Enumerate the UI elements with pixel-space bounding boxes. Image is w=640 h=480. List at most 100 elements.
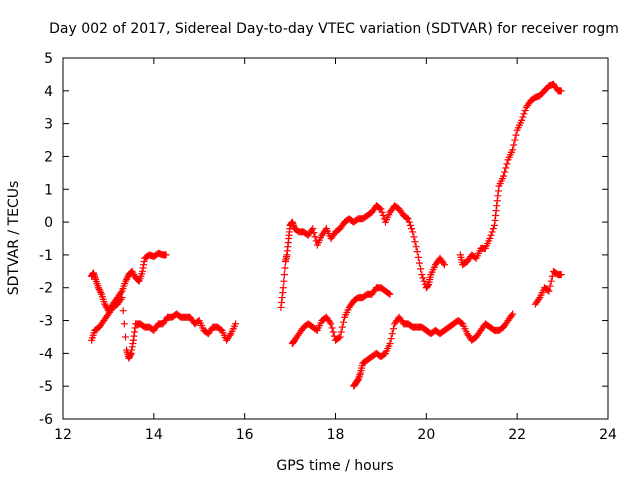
data-point: [378, 208, 386, 216]
series-track-e: [350, 310, 517, 390]
x-tick-label: 20: [417, 427, 435, 443]
data-point: [336, 333, 344, 341]
data-point: [403, 214, 411, 222]
y-tick-label: -6: [39, 412, 53, 428]
data-point: [311, 233, 319, 241]
x-tick-label: 24: [599, 427, 617, 443]
x-tick-label: 12: [54, 427, 72, 443]
data-point: [328, 324, 336, 332]
y-tick-label: 0: [44, 215, 53, 231]
chart-title: Day 002 of 2017, Sidereal Day-to-day VTE…: [49, 21, 619, 37]
data-point: [488, 228, 496, 236]
data-point: [385, 289, 393, 297]
data-point: [376, 204, 384, 212]
series-track-d: [288, 284, 394, 348]
data-point: [94, 284, 102, 292]
data-point: [386, 290, 394, 298]
data-point: [389, 325, 397, 333]
data-point: [557, 87, 565, 95]
data-point: [500, 172, 508, 180]
data-point: [162, 251, 170, 259]
data-point: [134, 276, 142, 284]
data-point: [379, 212, 387, 220]
data-point: [416, 259, 424, 267]
data-point: [387, 335, 395, 343]
data-point: [388, 330, 396, 338]
data-point: [557, 271, 565, 279]
y-tick-label: -2: [39, 281, 53, 297]
data-point: [521, 107, 529, 115]
y-tick-label: 4: [44, 84, 53, 100]
data-series: [88, 80, 565, 390]
data-point: [511, 136, 519, 144]
data-point: [386, 340, 394, 348]
series-track-c: [277, 202, 448, 311]
data-point: [507, 312, 515, 320]
data-point: [121, 333, 129, 341]
data-point: [518, 116, 526, 124]
data-point: [281, 264, 289, 272]
data-point: [120, 320, 128, 328]
y-axis-label: SDTVAR / TECUs: [6, 181, 22, 296]
data-point: [119, 307, 127, 315]
data-point: [535, 295, 543, 303]
data-point: [118, 294, 126, 302]
data-point: [279, 284, 287, 292]
data-point: [411, 238, 419, 246]
data-point: [419, 274, 427, 282]
data-point: [546, 282, 554, 290]
series-track-g: [531, 267, 565, 308]
y-tick-label: -1: [39, 248, 53, 264]
data-point: [406, 221, 414, 229]
x-tick-labels: 12 14 16 18 20 22 24: [54, 427, 617, 443]
data-point: [548, 272, 556, 280]
x-tick-label: 22: [508, 427, 526, 443]
y-tick-label: 1: [44, 182, 53, 198]
data-point: [123, 274, 131, 282]
plot-frame: [62, 57, 609, 420]
series-track-a: [88, 249, 170, 315]
data-point: [512, 131, 520, 139]
y-tick-labels: 5 4 3 2 1 0 -1 -2 -3 -4 -5 -6: [39, 51, 53, 428]
data-point: [501, 168, 509, 176]
data-point: [439, 259, 447, 267]
data-point: [335, 334, 343, 342]
series-track-f: [456, 80, 565, 269]
x-tick-label: 16: [236, 427, 254, 443]
plot-area: [62, 57, 609, 420]
data-point: [327, 320, 335, 328]
y-tick-label: -5: [39, 379, 53, 395]
data-point: [545, 287, 553, 295]
data-point: [329, 328, 337, 336]
x-tick-label: 18: [327, 427, 345, 443]
data-point: [486, 235, 494, 242]
data-point: [420, 277, 428, 285]
data-point: [97, 289, 105, 297]
data-point: [509, 146, 517, 154]
data-point: [489, 225, 497, 233]
data-point: [509, 310, 517, 318]
data-point: [417, 265, 425, 273]
data-point: [122, 276, 130, 284]
data-point: [544, 286, 552, 294]
data-point: [95, 285, 103, 293]
series-track-b: [88, 294, 240, 362]
data-point: [520, 110, 528, 118]
data-point: [408, 225, 416, 233]
data-point: [405, 218, 413, 226]
data-point: [547, 277, 555, 285]
data-point: [117, 295, 125, 303]
data-point: [338, 323, 346, 331]
data-point: [487, 231, 495, 239]
data-point: [410, 233, 418, 241]
axis-ticks: [62, 57, 609, 420]
data-point: [280, 271, 288, 279]
x-tick-label: 14: [145, 427, 163, 443]
y-tick-label: 5: [44, 51, 53, 67]
data-point: [117, 289, 125, 297]
data-point: [404, 215, 412, 223]
data-point: [337, 328, 345, 336]
data-point: [280, 277, 288, 285]
y-tick-label: -4: [39, 346, 53, 362]
